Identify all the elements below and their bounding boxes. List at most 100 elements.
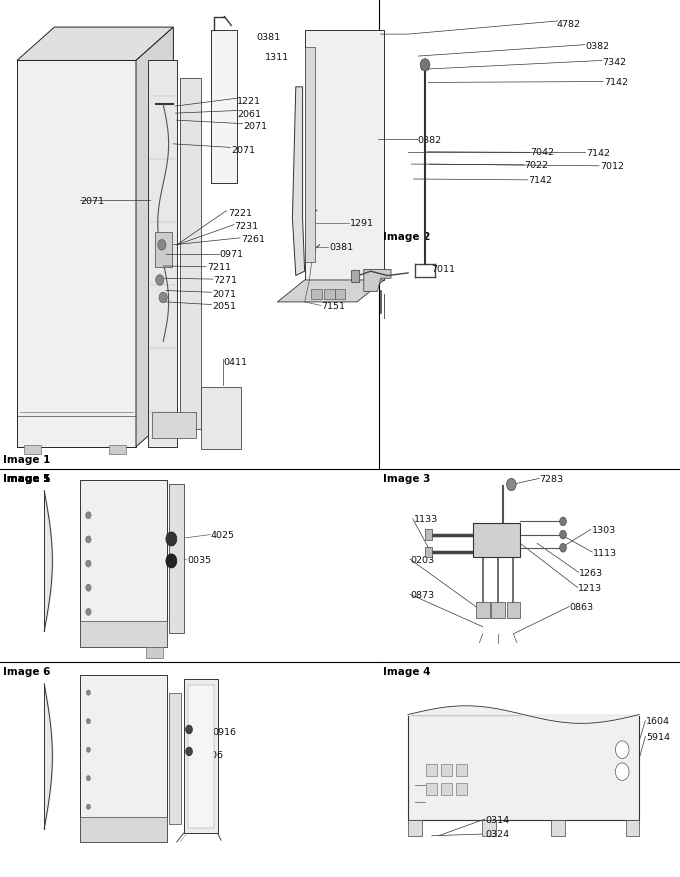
Circle shape	[156, 275, 164, 286]
Text: 1311: 1311	[265, 53, 289, 61]
Text: 0863: 0863	[570, 602, 594, 611]
Text: 7261: 7261	[241, 235, 265, 244]
Text: 2071: 2071	[243, 122, 267, 131]
Text: 7142: 7142	[528, 176, 552, 185]
Text: Image 1: Image 1	[3, 455, 51, 465]
Circle shape	[86, 775, 90, 781]
Circle shape	[86, 747, 90, 752]
Text: Image 6: Image 6	[3, 667, 51, 676]
Polygon shape	[17, 61, 136, 447]
Text: 0203: 0203	[411, 555, 435, 564]
Bar	[148, 61, 177, 447]
Text: 7042: 7042	[530, 148, 554, 157]
Circle shape	[86, 690, 90, 695]
Text: 2071: 2071	[212, 289, 236, 298]
Text: 0873: 0873	[411, 590, 435, 599]
Bar	[335, 289, 345, 300]
Bar	[188, 685, 214, 828]
Circle shape	[560, 531, 566, 539]
Text: 1113: 1113	[593, 548, 617, 557]
Text: 2071: 2071	[231, 146, 255, 154]
Polygon shape	[277, 281, 384, 303]
Bar	[305, 48, 315, 263]
Text: 7342: 7342	[602, 58, 626, 67]
Bar	[109, 446, 126, 454]
Circle shape	[186, 747, 192, 756]
Bar	[305, 31, 384, 281]
Text: 7142: 7142	[604, 78, 628, 87]
Bar	[482, 820, 496, 836]
Circle shape	[86, 584, 91, 591]
Bar	[426, 764, 437, 776]
Text: 0035: 0035	[187, 555, 211, 564]
Bar	[184, 680, 218, 833]
Text: 0971: 0971	[220, 250, 243, 259]
Text: 7011: 7011	[431, 265, 455, 274]
Bar	[201, 388, 241, 449]
Circle shape	[615, 763, 629, 781]
Bar	[169, 693, 181, 824]
Polygon shape	[364, 270, 391, 292]
Text: 1604: 1604	[646, 717, 670, 725]
Bar	[441, 764, 452, 776]
Bar	[155, 232, 172, 267]
Text: Image 5: Image 5	[3, 474, 51, 483]
Text: 7271: 7271	[214, 276, 237, 285]
Bar	[169, 484, 184, 633]
Bar	[456, 783, 467, 795]
Bar	[408, 715, 639, 820]
Text: 0411: 0411	[223, 357, 247, 367]
Bar	[426, 783, 437, 795]
Text: 5914: 5914	[646, 732, 670, 741]
Text: 2061: 2061	[237, 110, 261, 118]
Text: Image 5: Image 5	[3, 474, 51, 483]
Text: Image 3: Image 3	[383, 474, 430, 483]
Text: 7151: 7151	[322, 302, 345, 310]
Text: 0381: 0381	[256, 32, 280, 42]
Circle shape	[186, 725, 192, 734]
Bar	[507, 602, 520, 618]
Text: 1263: 1263	[579, 568, 603, 577]
Circle shape	[86, 512, 91, 519]
Bar	[80, 621, 167, 647]
Bar	[456, 764, 467, 776]
Text: 2051: 2051	[212, 302, 236, 310]
Bar	[146, 647, 163, 658]
Text: Image 4: Image 4	[383, 667, 430, 676]
Text: 0906: 0906	[199, 750, 223, 759]
Circle shape	[166, 532, 177, 546]
Text: 1291: 1291	[350, 219, 373, 228]
Bar	[441, 783, 452, 795]
Polygon shape	[17, 28, 173, 61]
Text: 0382: 0382	[585, 41, 609, 51]
Bar	[425, 530, 432, 540]
Text: 0382: 0382	[418, 136, 441, 145]
Bar	[80, 675, 167, 842]
Circle shape	[560, 517, 566, 526]
Text: 0314: 0314	[486, 815, 509, 824]
Text: 7221: 7221	[228, 209, 252, 217]
Circle shape	[420, 60, 430, 72]
Circle shape	[166, 554, 177, 568]
Polygon shape	[136, 28, 173, 447]
Text: 1303: 1303	[592, 525, 616, 534]
Bar	[180, 79, 201, 430]
Bar	[626, 820, 639, 836]
Circle shape	[159, 293, 167, 303]
Circle shape	[560, 544, 566, 553]
Bar	[425, 547, 432, 558]
Text: 4025: 4025	[211, 531, 235, 539]
Text: 1133: 1133	[413, 515, 438, 524]
Bar	[80, 481, 167, 647]
Text: 7022: 7022	[524, 161, 548, 170]
Text: 7211: 7211	[207, 263, 231, 272]
Text: Image 1: Image 1	[3, 474, 51, 483]
Bar	[551, 820, 565, 836]
Bar	[476, 602, 490, 618]
Text: 1213: 1213	[578, 583, 602, 592]
Text: 7283: 7283	[539, 474, 563, 483]
Circle shape	[86, 719, 90, 724]
Bar	[80, 817, 167, 842]
Circle shape	[158, 240, 166, 251]
Bar	[24, 446, 41, 454]
